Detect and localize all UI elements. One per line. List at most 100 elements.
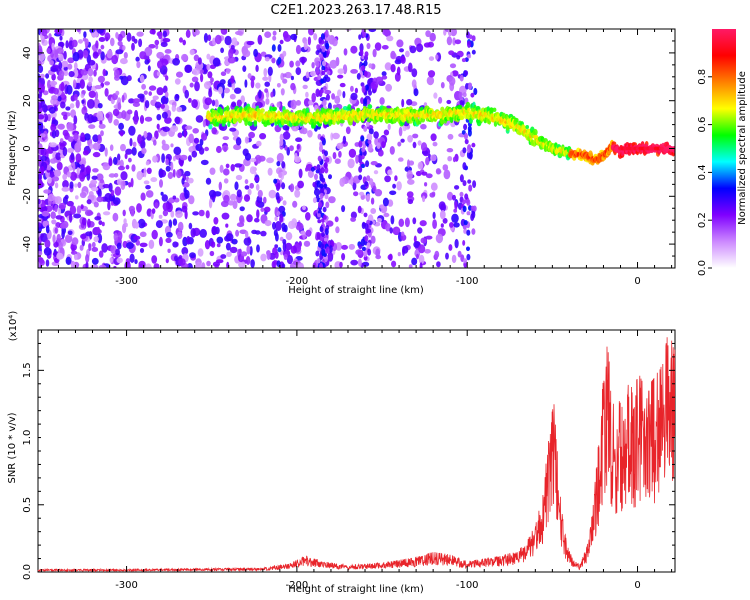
- spectral-blob: [82, 150, 89, 156]
- spectral-blob: [322, 99, 327, 106]
- spectral-blob: [406, 99, 413, 106]
- spectral-blob: [132, 141, 137, 148]
- spectral-blob: [462, 92, 467, 98]
- spectral-blob: [358, 244, 363, 250]
- spectral-blob: [87, 59, 96, 66]
- spectral-blob: [256, 209, 260, 219]
- snr-multiplier: (x10⁴): [8, 311, 19, 342]
- spectral-blob: [62, 146, 68, 157]
- spectral-blob: [319, 192, 324, 199]
- spectral-blob: [43, 189, 52, 194]
- spectral-blob: [324, 89, 332, 95]
- spectral-blob: [255, 82, 261, 89]
- spectral-blob: [671, 146, 675, 153]
- spectral-blob: [113, 119, 119, 126]
- spectral-blob: [123, 218, 127, 225]
- spectral-blob: [235, 137, 242, 146]
- spectral-blob: [360, 163, 365, 169]
- spectral-blob: [92, 151, 101, 158]
- spectral-blob: [320, 243, 324, 250]
- spectral-blob: [324, 194, 329, 200]
- spectral-blob: [370, 161, 378, 166]
- y-tick-label: 20: [22, 94, 33, 107]
- spectral-blob: [205, 177, 212, 185]
- spectral-blob: [63, 50, 67, 60]
- spectral-blob: [40, 84, 45, 93]
- spectral-blob: [375, 76, 384, 84]
- spectral-blob: [228, 48, 234, 59]
- spectral-blob: [91, 175, 98, 180]
- spectral-blob: [467, 144, 472, 150]
- spectral-blob: [41, 210, 50, 217]
- spectral-blob: [442, 217, 448, 224]
- spectral-blob: [370, 81, 379, 90]
- spectral-blob: [176, 169, 182, 179]
- spectral-blob: [302, 84, 308, 90]
- spectral-blob: [174, 116, 181, 125]
- spectral-blob: [58, 70, 65, 79]
- x-tick-label: 0: [634, 580, 640, 591]
- spectral-blob: [400, 138, 405, 143]
- spectral-blob: [247, 188, 252, 196]
- spectral-blob: [76, 29, 81, 33]
- spectral-blob: [454, 39, 462, 45]
- spectral-blob: [65, 256, 72, 265]
- spectral-blob: [314, 173, 318, 180]
- spectral-blob: [126, 242, 134, 249]
- spectral-blob: [413, 235, 417, 243]
- spectral-blob: [189, 252, 196, 259]
- spectral-blob: [86, 210, 94, 216]
- y-tick-label: 1.0: [22, 430, 33, 446]
- spectral-blob: [429, 32, 436, 42]
- spectral-blob: [83, 133, 91, 141]
- spectral-blob: [178, 258, 186, 266]
- spectral-blob: [38, 198, 41, 205]
- spectral-blob: [307, 36, 312, 46]
- colorbar-label: Normalized spectral amplitude: [737, 71, 748, 225]
- spectral-blob: [334, 216, 339, 223]
- spectral-blob: [354, 87, 358, 94]
- spectral-blob: [462, 147, 467, 154]
- spectral-blob: [192, 128, 199, 134]
- spectral-blob: [390, 63, 396, 73]
- spectral-blob: [400, 55, 406, 64]
- spectral-blob: [466, 199, 471, 206]
- spectral-blob: [462, 224, 467, 230]
- spectral-blob: [376, 218, 382, 223]
- spectral-blob: [176, 231, 183, 240]
- spectral-blob: [38, 45, 43, 55]
- spectral-blob: [273, 178, 278, 184]
- spectral-blob: [140, 192, 146, 201]
- spectral-blob: [412, 133, 419, 139]
- spectral-blob: [189, 49, 195, 56]
- spectral-blob: [139, 248, 145, 253]
- spectral-blob: [235, 30, 243, 36]
- spectral-blob: [337, 68, 345, 74]
- spectral-blob: [467, 179, 472, 184]
- spectral-blob: [396, 66, 401, 76]
- spectral-blob: [355, 249, 363, 256]
- spectral-blob: [466, 253, 471, 261]
- spectral-blob: [74, 183, 78, 188]
- spectral-blob: [411, 257, 418, 266]
- spectral-blob: [204, 146, 210, 152]
- spectral-blob: [97, 233, 103, 244]
- spectral-blob: [86, 199, 92, 205]
- spectral-blob: [295, 44, 302, 55]
- spectral-blob: [221, 212, 230, 220]
- spectral-blob: [136, 31, 144, 37]
- spectral-blob: [115, 90, 120, 96]
- spectral-blob: [319, 226, 324, 233]
- spectral-blob: [430, 154, 437, 162]
- spectral-blob: [398, 157, 404, 162]
- spectral-blob: [189, 82, 194, 88]
- spectral-blob: [459, 191, 464, 197]
- spectral-blob: [125, 164, 130, 170]
- spectral-blob: [341, 205, 346, 213]
- spectral-blob: [363, 98, 368, 105]
- colorbar-tick-label: 0.4: [697, 164, 708, 180]
- spectral-blob: [70, 109, 76, 118]
- spectral-blob: [367, 139, 372, 145]
- spectral-blob: [323, 237, 328, 242]
- spectral-blob: [284, 71, 292, 79]
